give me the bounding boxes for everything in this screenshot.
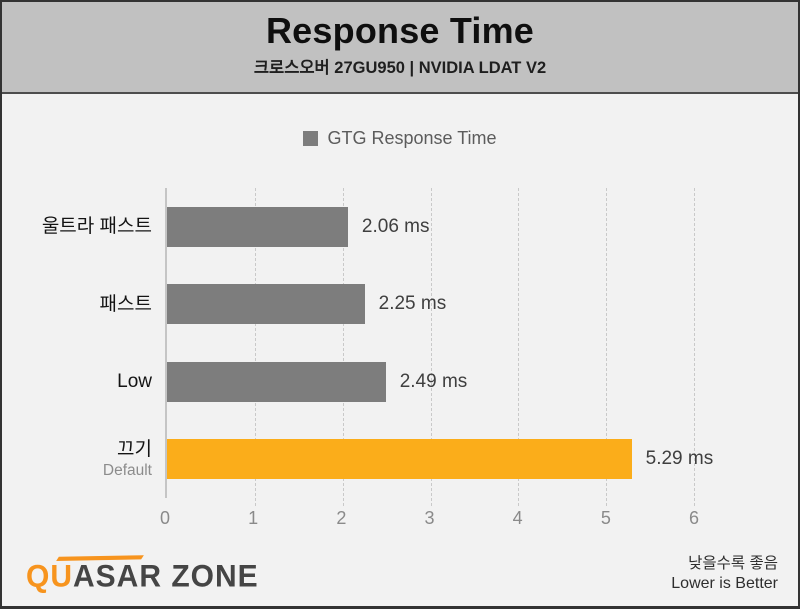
legend: GTG Response Time: [2, 128, 798, 149]
plot-area: 2.06 ms 2.25 ms 2.49 ms 5.29 ms: [165, 188, 713, 506]
grid-line: [518, 188, 520, 506]
bar-row: 5.29 ms: [167, 421, 713, 499]
x-tick-label: 1: [248, 508, 259, 528]
logo-text-qu: QU: [26, 559, 73, 594]
category-label: 끄기 Default: [2, 421, 152, 499]
category-label-text: 끄기: [117, 439, 152, 461]
x-tick-label: 2: [336, 508, 347, 528]
category-label-text: 울트라 패스트: [41, 216, 152, 238]
category-label-text: Low: [117, 371, 152, 393]
grid-line: [694, 188, 695, 506]
category-label: 패스트: [2, 266, 152, 344]
bar-value-label: 2.49 ms: [399, 370, 468, 392]
bar: [167, 284, 365, 325]
x-tick-label: 5: [600, 508, 611, 528]
bar-value-label: 5.29 ms: [645, 448, 714, 470]
category-label: Low: [2, 343, 152, 421]
bar-row: 2.25 ms: [167, 266, 694, 344]
category-sublabel: Default: [102, 462, 152, 480]
grid-line: [254, 188, 256, 506]
bar-row: 2.06 ms: [167, 188, 694, 266]
logo-text-rest: ASAR ZONE: [73, 559, 259, 594]
x-tick-label: 4: [512, 508, 523, 528]
bar-value-label: 2.25 ms: [378, 293, 447, 315]
chart-subtitle: 크로스오버 27GU950 | NVIDIA LDAT V2: [253, 59, 547, 77]
legend-swatch: [303, 131, 319, 146]
category-label-text: 패스트: [99, 293, 152, 315]
grid-line: [430, 188, 432, 506]
bar: [167, 439, 632, 480]
bar-value-label: 2.06 ms: [361, 215, 430, 237]
category-label: 울트라 패스트: [2, 188, 152, 266]
bar: [167, 361, 386, 402]
x-axis-tick-labels: 0 1 2 3 4 5 6: [160, 508, 699, 532]
quasarzone-logo: QUASAR ZONE: [26, 555, 259, 595]
chart-title: Response Time: [265, 10, 535, 51]
grid-line: [342, 188, 344, 506]
note-korean: 낮을수록 좋음: [688, 555, 778, 572]
bar-row: 2.49 ms: [167, 343, 694, 421]
header: Response Time 크로스오버 27GU950 | NVIDIA LDA…: [2, 2, 798, 94]
grid-line: [606, 188, 608, 506]
x-tick-label: 0: [159, 508, 171, 528]
bar: [167, 206, 348, 247]
note-english: Lower is Better: [671, 575, 778, 592]
x-tick-label: 6: [688, 508, 700, 528]
x-tick-label: 3: [424, 508, 435, 528]
legend-label: GTG Response Time: [327, 128, 497, 148]
footer-note: 낮을수록 좋음 Lower is Better: [671, 554, 778, 594]
